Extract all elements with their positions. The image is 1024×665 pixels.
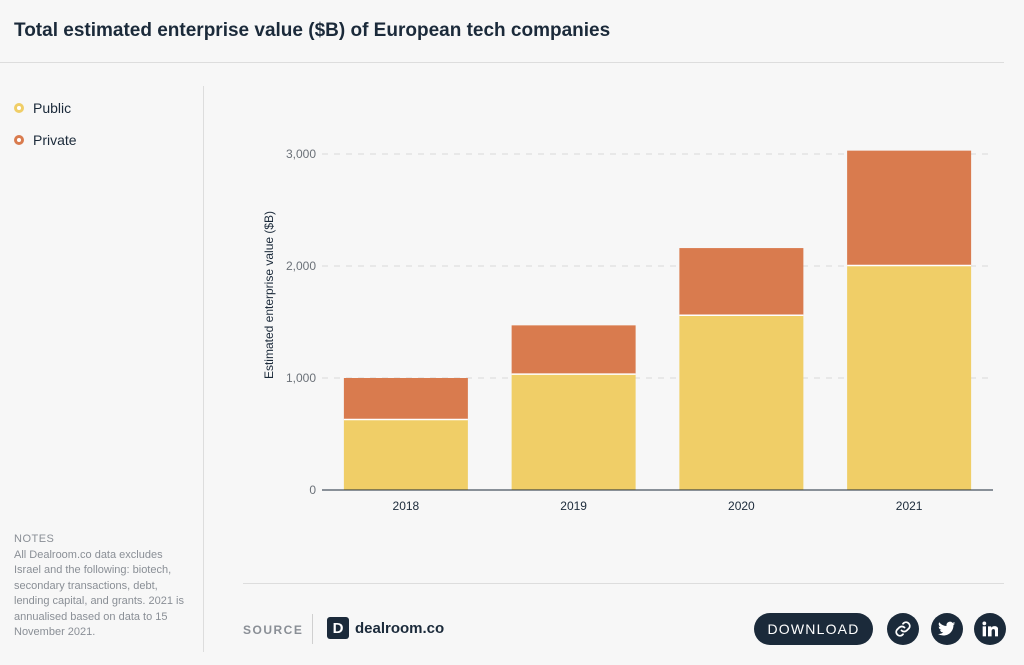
- notes-text: All Dealroom.co data excludes Israel and…: [14, 548, 185, 639]
- x-tick-label: 2019: [560, 499, 587, 513]
- linkedin-icon: [982, 621, 998, 637]
- dealroom-logo[interactable]: D dealroom.co: [327, 617, 444, 639]
- bar-private-2021: [847, 150, 972, 266]
- download-button[interactable]: DOWNLOAD: [754, 613, 873, 645]
- share-link-button[interactable]: [887, 613, 919, 645]
- y-tick-label: 1,000: [286, 371, 316, 385]
- source-label: SOURCE: [243, 623, 304, 637]
- bar-public-2019: [511, 374, 636, 490]
- title-divider: [0, 62, 1004, 63]
- legend-item-public[interactable]: Public: [14, 92, 77, 124]
- bar-private-2019: [511, 325, 636, 375]
- share-twitter-button[interactable]: [931, 613, 963, 645]
- notes: NOTES All Dealroom.co data excludes Isra…: [14, 532, 184, 641]
- sidebar-divider: [203, 86, 204, 652]
- notes-heading: NOTES: [14, 533, 55, 545]
- bar-private-2018: [343, 378, 468, 420]
- stacked-bar-chart: 0 1,000 2,000 3,000 Estimated enterprise val…: [262, 147, 993, 513]
- x-tick-label: 2018: [393, 499, 420, 513]
- y-tick-label: 2,000: [286, 259, 316, 273]
- bar-public-2018: [343, 419, 468, 490]
- chart-title: Total estimated enterprise value ($B) of…: [14, 20, 611, 41]
- dealroom-logo-text: dealroom.co: [355, 619, 445, 637]
- bar-public-2021: [847, 265, 972, 490]
- footer-divider: [243, 583, 1004, 584]
- dealroom-logo-icon: D: [327, 617, 349, 639]
- legend: Public Private: [14, 92, 77, 156]
- private-swatch-icon: [14, 135, 24, 145]
- link-icon: [895, 621, 911, 637]
- legend-item-private[interactable]: Private: [14, 124, 77, 156]
- legend-label-private: Private: [33, 132, 77, 148]
- twitter-icon: [938, 621, 956, 636]
- y-axis-label: Estimated enterprise value ($B): [262, 211, 276, 379]
- bar-private-2020: [679, 248, 804, 316]
- source-divider: [312, 614, 313, 644]
- y-tick-label: 3,000: [286, 147, 316, 161]
- public-swatch-icon: [14, 103, 24, 113]
- share-linkedin-button[interactable]: [974, 613, 1006, 645]
- y-tick-label: 0: [309, 483, 316, 497]
- x-tick-label: 2021: [896, 499, 923, 513]
- bar-public-2020: [679, 315, 804, 490]
- x-tick-label: 2020: [728, 499, 755, 513]
- legend-label-public: Public: [33, 100, 72, 116]
